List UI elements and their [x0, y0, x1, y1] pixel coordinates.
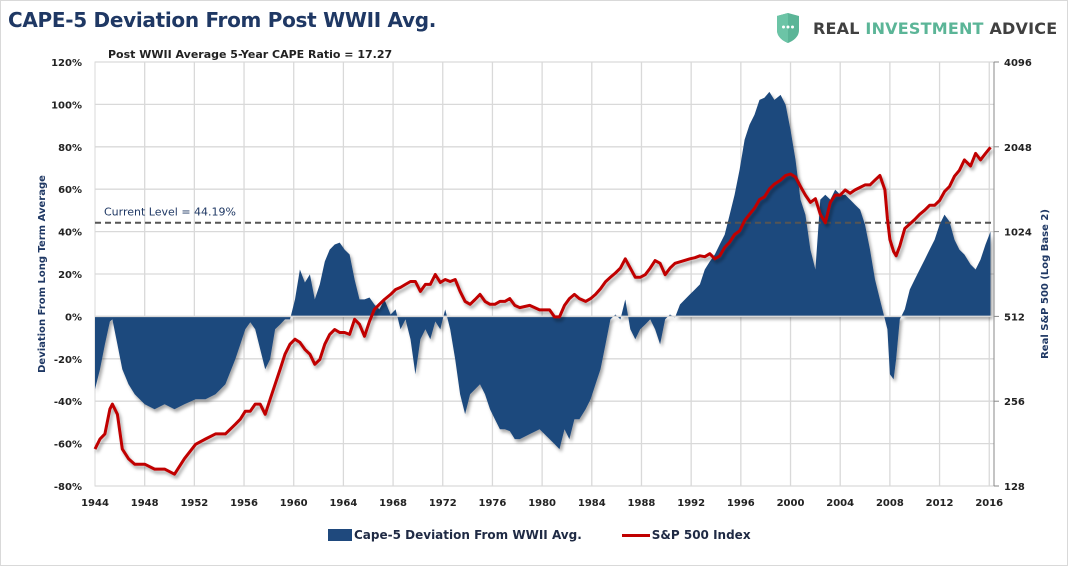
y2-tick-label: 2048 — [1004, 143, 1032, 154]
y-tick-label: 60% — [58, 185, 82, 196]
y-tick-label: 100% — [51, 100, 82, 111]
x-tick-label: 1980 — [528, 498, 556, 509]
y2-tick-label: 256 — [1004, 397, 1025, 408]
y-tick-label: 120% — [51, 58, 82, 69]
brand-word-investment: INVESTMENT — [865, 18, 984, 38]
x-tick-label: 1992 — [677, 498, 705, 509]
x-tick-label: 1952 — [180, 498, 208, 509]
x-tick-label: 1976 — [479, 498, 507, 509]
x-tick-label: 1948 — [131, 498, 159, 509]
x-tick-label: 1960 — [280, 498, 308, 509]
cape-area-layer — [95, 91, 994, 450]
y-tick-label: 0% — [65, 312, 82, 323]
y2-axis-label: Real S&P 500 (Log Base 2) — [1040, 209, 1051, 359]
axes: 120% 100% 80% 60% 40% 20% 0% -20% -40% -60% -80% 19… — [51, 58, 1032, 509]
cape-deviation-area — [95, 91, 991, 450]
legend-label-cape: Cape-5 Deviation From WWII Avg. — [354, 528, 582, 542]
chart-subtitle: Post WWII Average 5-Year CAPE Ratio = 17… — [108, 48, 392, 61]
x-tick-label: 2012 — [926, 498, 954, 509]
y2-tick-label: 4096 — [1004, 58, 1032, 69]
sp500-line-layer — [93, 146, 992, 476]
x-tick-label: 1988 — [628, 498, 656, 509]
y2-tick-label: 128 — [1004, 482, 1025, 493]
x-tick-label: 2016 — [975, 498, 1003, 509]
x-tick-label: 1964 — [329, 498, 357, 509]
current-level-label: Current Level = 44.19% — [104, 206, 236, 219]
y2-tick-label: 1024 — [1004, 228, 1032, 239]
y-tick-label: -60% — [54, 440, 82, 451]
y-tick-label: -20% — [54, 355, 82, 366]
x-tick-label: 2008 — [876, 498, 904, 509]
x-tick-label: 2000 — [777, 498, 805, 509]
brand-logo: REAL INVESTMENT ADVICE — [775, 12, 1057, 44]
y-tick-label: -40% — [54, 397, 82, 408]
y-tick-label: 20% — [58, 270, 82, 281]
x-tick-label: 1972 — [429, 498, 457, 509]
brand-word-real: REAL — [813, 18, 860, 38]
brand-word-advice: ADVICE — [989, 18, 1058, 38]
y2-tick-label: 512 — [1004, 312, 1025, 323]
legend: Cape-5 Deviation From WWII Avg. S&P 500 … — [328, 528, 751, 542]
sp500-line — [93, 146, 992, 476]
x-tick-label: 1984 — [578, 498, 606, 509]
x-tick-label: 1968 — [379, 498, 407, 509]
y-tick-label: 40% — [58, 228, 82, 239]
x-tick-label: 1956 — [230, 498, 258, 509]
x-tick-label: 2004 — [826, 498, 854, 509]
x-tick-label: 1996 — [727, 498, 755, 509]
x-tick-label: 1944 — [81, 498, 109, 509]
legend-label-sp500: S&P 500 Index — [651, 528, 751, 542]
legend-swatch-area — [328, 529, 352, 541]
chart-title: CAPE-5 Deviation From Post WWII Avg. — [8, 8, 437, 32]
y-axis-label: Deviation From Long Term Average — [37, 175, 48, 373]
shield-chat-icon — [777, 13, 799, 43]
y-tick-label: -80% — [54, 482, 82, 493]
brand-name: REAL INVESTMENT ADVICE — [813, 19, 1057, 38]
y-tick-label: 80% — [58, 143, 82, 154]
legend-swatch-line — [621, 533, 650, 537]
